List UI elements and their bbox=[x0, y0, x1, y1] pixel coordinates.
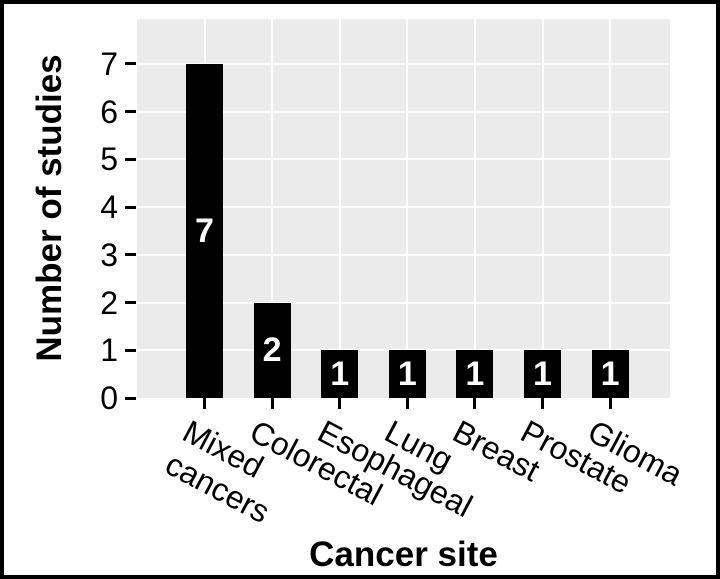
bar: 1 bbox=[321, 350, 359, 398]
x-tick-mark bbox=[541, 398, 544, 409]
v-gridline bbox=[609, 19, 612, 398]
bar-value-label: 7 bbox=[195, 211, 214, 250]
v-gridline bbox=[338, 19, 341, 398]
bar-value-label: 1 bbox=[533, 355, 552, 394]
v-gridline bbox=[541, 19, 544, 398]
x-tick-mark bbox=[338, 398, 342, 409]
y-tick-label: 0 bbox=[100, 380, 118, 416]
h-gridline bbox=[137, 110, 670, 113]
y-tick-label: 3 bbox=[100, 236, 118, 273]
x-tick-mark bbox=[608, 398, 612, 409]
bar: 7 bbox=[186, 63, 223, 398]
y-tick-label: 7 bbox=[100, 45, 118, 82]
h-gridline bbox=[137, 349, 670, 352]
h-gridline bbox=[137, 301, 670, 304]
bar: 1 bbox=[388, 350, 426, 398]
x-axis-title: Cancer site bbox=[309, 535, 498, 574]
y-tick-label: 6 bbox=[100, 93, 118, 130]
x-tick-mark bbox=[270, 398, 274, 409]
v-gridline bbox=[473, 19, 476, 398]
y-tick-mark bbox=[125, 62, 136, 66]
x-tick-mark bbox=[405, 398, 409, 409]
v-gridline bbox=[271, 19, 274, 398]
y-tick-mark bbox=[125, 157, 136, 161]
plot-panel: 7 2 1 1 1 1 1 bbox=[137, 19, 670, 398]
bar: 1 bbox=[456, 350, 494, 398]
x-tick-mark bbox=[473, 398, 477, 409]
bar: 1 bbox=[524, 350, 561, 398]
y-tick-mark bbox=[125, 348, 136, 352]
bar: 2 bbox=[253, 302, 291, 398]
h-gridline bbox=[137, 206, 670, 209]
bar-value-label: 1 bbox=[600, 355, 620, 394]
y-tick-mark bbox=[125, 396, 136, 400]
y-tick-label: 2 bbox=[100, 284, 118, 321]
bar-value-label: 2 bbox=[262, 331, 282, 370]
y-tick-mark bbox=[125, 253, 136, 257]
bar-value-label: 1 bbox=[330, 355, 350, 394]
y-tick-label: 4 bbox=[100, 189, 118, 226]
y-tick-mark bbox=[125, 110, 136, 114]
h-gridline bbox=[137, 62, 670, 65]
bar-value-label: 1 bbox=[397, 355, 417, 394]
bar-value-label: 1 bbox=[465, 355, 485, 394]
y-tick-label: 1 bbox=[100, 332, 118, 369]
v-gridline bbox=[406, 19, 409, 398]
h-gridline bbox=[137, 253, 670, 256]
y-tick-mark bbox=[125, 205, 136, 209]
bar: 1 bbox=[591, 350, 629, 398]
x-tick-mark bbox=[203, 398, 206, 409]
y-tick-label: 5 bbox=[100, 141, 118, 178]
h-gridline bbox=[137, 158, 670, 161]
y-tick-mark bbox=[125, 301, 136, 305]
